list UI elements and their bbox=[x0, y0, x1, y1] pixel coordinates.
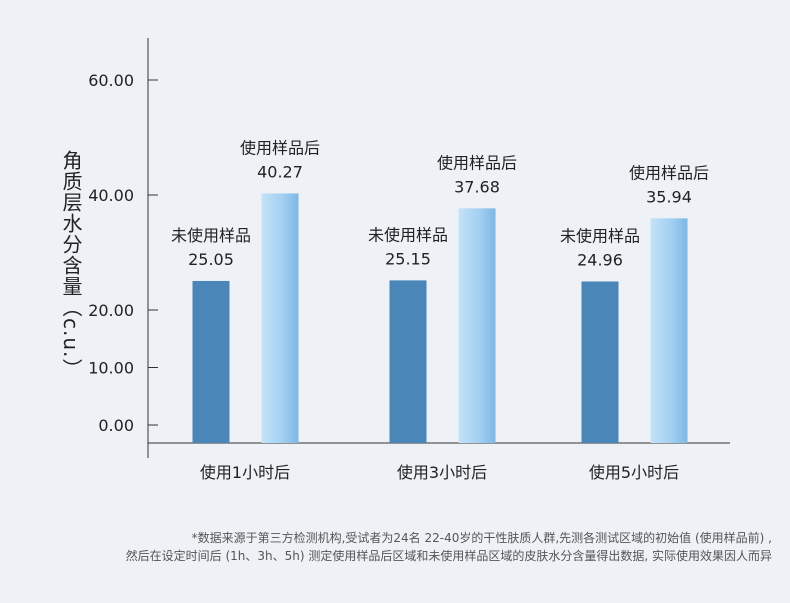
y-tick-label: 40.00 bbox=[88, 186, 134, 205]
bar bbox=[261, 193, 299, 443]
bar-series-label: 未使用样品 bbox=[368, 225, 448, 244]
bar-value-label: 37.68 bbox=[454, 177, 500, 196]
footnote-line-1: *数据来源于第三方检测机构,受试者为24名 22-40岁的干性肤质人群,先测各测… bbox=[191, 531, 772, 545]
bar bbox=[389, 280, 427, 443]
y-axis-label: 角质层水分含量（c.u.） bbox=[59, 150, 83, 380]
bar-value-label: 35.94 bbox=[646, 187, 692, 206]
x-tick-label: 使用5小时后 bbox=[589, 463, 679, 482]
bar-value-label: 25.15 bbox=[385, 249, 431, 268]
y-tick-label: 0.00 bbox=[98, 416, 134, 435]
footnote-line-2: 然后在设定时间后 (1h、3h、5h) 测定使用样品后区域和未使用样品区域的皮肤… bbox=[125, 549, 772, 563]
x-tick-label: 使用1小时后 bbox=[200, 463, 290, 482]
y-tick-label: 60.00 bbox=[88, 71, 134, 90]
bar-series-label: 使用样品后 bbox=[240, 138, 320, 157]
bar-series-label: 使用样品后 bbox=[629, 163, 709, 182]
bar bbox=[192, 280, 230, 443]
bar bbox=[581, 281, 619, 443]
y-tick-label: 10.00 bbox=[88, 359, 134, 378]
x-tick-label: 使用3小时后 bbox=[397, 463, 487, 482]
bar-series-label: 使用样品后 bbox=[437, 153, 517, 172]
y-tick-label: 20.00 bbox=[88, 301, 134, 320]
bar-value-label: 24.96 bbox=[577, 250, 623, 269]
bar-value-label: 25.05 bbox=[188, 250, 234, 269]
bar-series-label: 未使用样品 bbox=[560, 226, 640, 245]
bar-value-label: 40.27 bbox=[257, 162, 303, 181]
bar-series-label: 未使用样品 bbox=[171, 226, 251, 245]
bar bbox=[458, 208, 496, 443]
bar bbox=[650, 218, 688, 443]
